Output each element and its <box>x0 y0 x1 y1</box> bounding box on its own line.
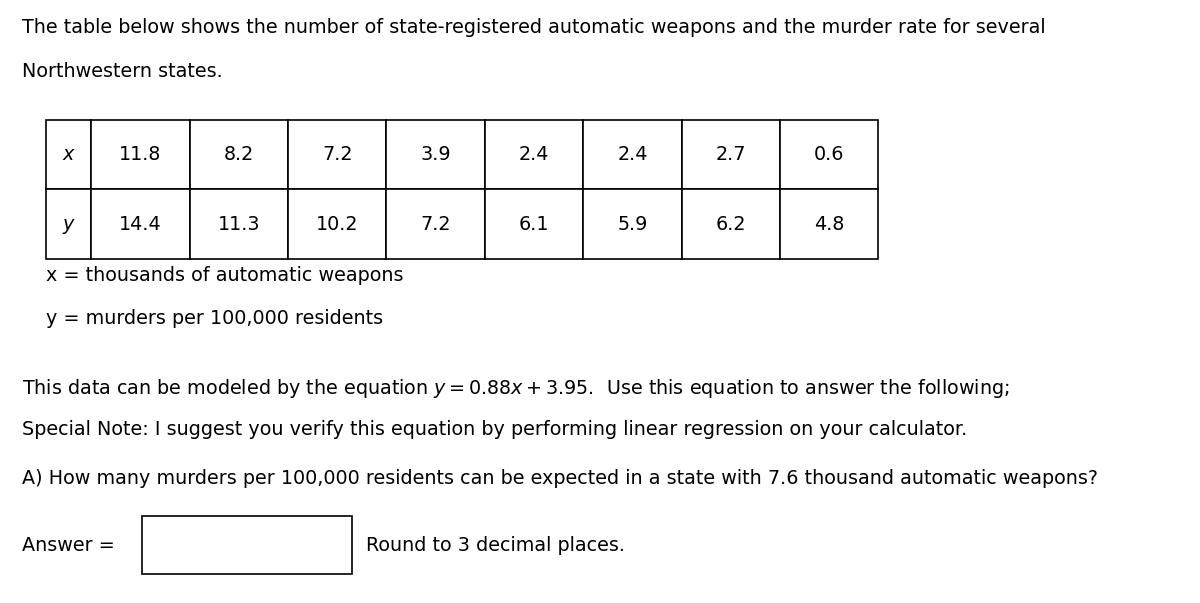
Text: 2.4: 2.4 <box>617 145 648 164</box>
Text: 4.8: 4.8 <box>814 215 845 233</box>
Text: y = murders per 100,000 residents: y = murders per 100,000 residents <box>46 309 383 329</box>
Bar <box>485 120 583 189</box>
Bar <box>142 517 352 574</box>
Text: 2.7: 2.7 <box>715 145 746 164</box>
Bar <box>46 189 91 259</box>
Text: 14.4: 14.4 <box>119 215 162 233</box>
Bar <box>190 189 288 259</box>
Text: 7.2: 7.2 <box>420 215 451 233</box>
Bar <box>583 189 682 259</box>
Text: 6.1: 6.1 <box>518 215 550 233</box>
Text: 11.3: 11.3 <box>217 215 260 233</box>
Bar <box>780 120 878 189</box>
Bar <box>91 189 190 259</box>
Text: The table below shows the number of state-registered automatic weapons and the m: The table below shows the number of stat… <box>22 18 1045 37</box>
Text: 5.9: 5.9 <box>617 215 648 233</box>
Text: 7.2: 7.2 <box>322 145 353 164</box>
Text: Round to 3 decimal places.: Round to 3 decimal places. <box>366 535 625 555</box>
Text: 10.2: 10.2 <box>316 215 359 233</box>
Bar <box>682 120 780 189</box>
Text: 0.6: 0.6 <box>814 145 845 164</box>
Text: Answer =: Answer = <box>22 535 114 555</box>
Bar <box>190 120 288 189</box>
Text: 2.4: 2.4 <box>518 145 550 164</box>
Text: Northwestern states.: Northwestern states. <box>22 62 222 81</box>
Bar <box>780 189 878 259</box>
Text: 3.9: 3.9 <box>420 145 451 164</box>
Text: Special Note: I suggest you verify this equation by performing linear regression: Special Note: I suggest you verify this … <box>22 420 967 440</box>
Text: y: y <box>62 215 74 233</box>
Bar <box>583 120 682 189</box>
Text: 6.2: 6.2 <box>715 215 746 233</box>
Text: x: x <box>62 145 74 164</box>
Text: This data can be modeled by the equation $y = 0.88x + 3.95$.  Use this equation : This data can be modeled by the equation… <box>22 377 1009 400</box>
Bar <box>288 120 386 189</box>
Bar <box>682 189 780 259</box>
Text: 8.2: 8.2 <box>223 145 254 164</box>
Bar <box>485 189 583 259</box>
Text: A) How many murders per 100,000 residents can be expected in a state with 7.6 th: A) How many murders per 100,000 resident… <box>22 469 1098 488</box>
Bar <box>386 120 485 189</box>
Bar <box>46 120 91 189</box>
Text: x = thousands of automatic weapons: x = thousands of automatic weapons <box>46 266 403 285</box>
Bar <box>288 189 386 259</box>
Text: 11.8: 11.8 <box>119 145 162 164</box>
Bar <box>386 189 485 259</box>
Bar <box>91 120 190 189</box>
